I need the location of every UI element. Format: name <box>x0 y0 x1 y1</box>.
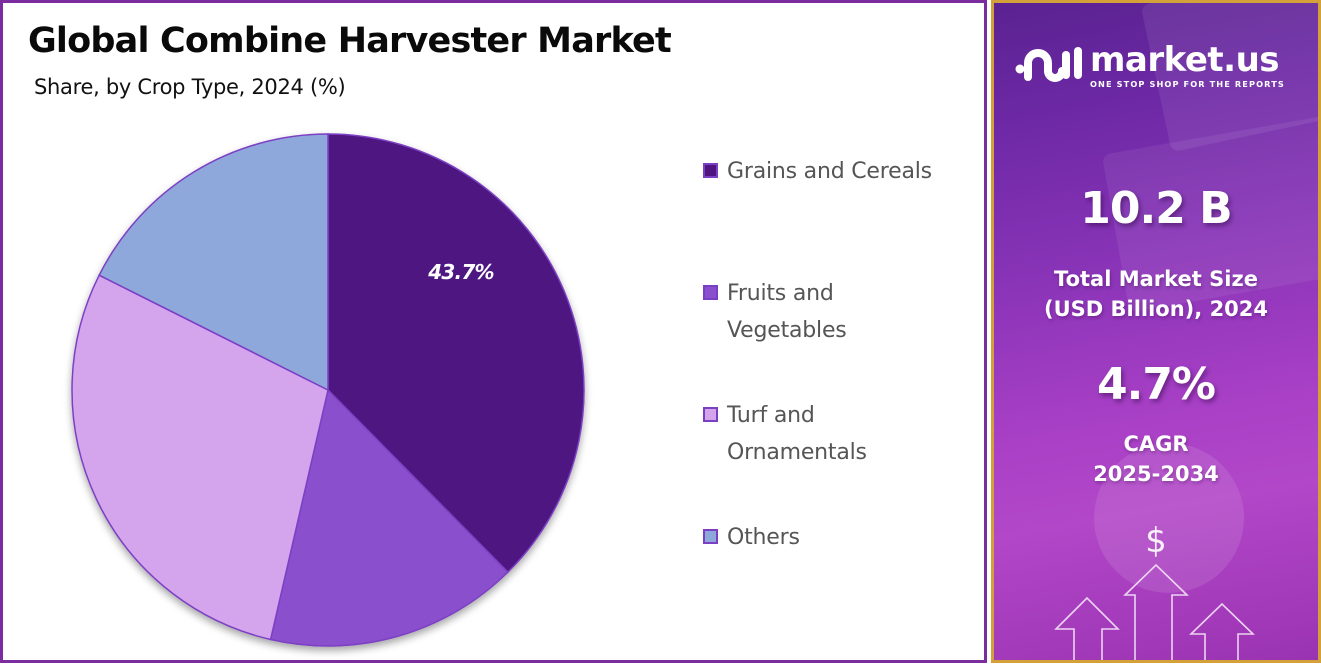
slice-fruits <box>269 388 509 647</box>
summary-sidebar: market.us ONE STOP SHOP FOR THE REPORTS … <box>991 0 1321 663</box>
legend-label: Others <box>727 525 800 550</box>
legend-item-turf: Turf and Ornamentals <box>703 397 902 471</box>
chart-title: Global Combine Harvester Market <box>28 21 672 61</box>
market-us-logo-icon <box>1015 47 1082 82</box>
legend-label: Turf and Ornamentals <box>727 403 867 465</box>
slice-turf <box>71 274 329 641</box>
legend-swatch-icon <box>703 163 718 178</box>
brand-tagline: ONE STOP SHOP FOR THE REPORTS <box>1090 78 1285 89</box>
legend-swatch-icon <box>703 529 718 544</box>
legend-item-grains: Grains and Cereals <box>703 153 977 190</box>
legend-swatch-icon <box>703 285 718 300</box>
legend-label: Grains and Cereals <box>727 159 932 184</box>
legend-label: Fruits and Vegetables <box>727 281 847 343</box>
dollar-icon: $ <box>1145 521 1167 561</box>
brand-logo: market.us ONE STOP SHOP FOR THE REPORTS <box>1014 41 1285 91</box>
pie-slices <box>71 133 585 647</box>
background-decoration <box>1094 443 1244 593</box>
legend-item-fruits: Fruits and Vegetables <box>703 275 877 349</box>
market-size-label-line1: Total Market Size <box>1054 267 1258 291</box>
slice-label-grains: 43.7% <box>427 260 493 284</box>
chart-subtitle: Share, by Crop Type, 2024 (%) <box>34 75 346 99</box>
legend-item-others: Others <box>703 519 977 556</box>
slice-grains <box>327 133 585 574</box>
growth-arrows-icon <box>1054 563 1255 660</box>
cagr-label-line1: CAGR <box>1123 432 1189 456</box>
market-size-value: 10.2 B <box>1080 183 1232 234</box>
chart-panel: Global Combine Harvester Market Share, b… <box>0 0 987 663</box>
brand-name: market.us <box>1090 39 1280 80</box>
pie-chart: 43.7% <box>71 133 585 647</box>
slice-others <box>98 133 329 392</box>
cagr-value: 4.7% <box>1096 359 1216 410</box>
market-size-label-line2: (USD Billion), 2024 <box>1043 297 1269 321</box>
legend-swatch-icon <box>703 407 718 422</box>
cagr-label-line2: 2025-2034 <box>1093 462 1219 486</box>
